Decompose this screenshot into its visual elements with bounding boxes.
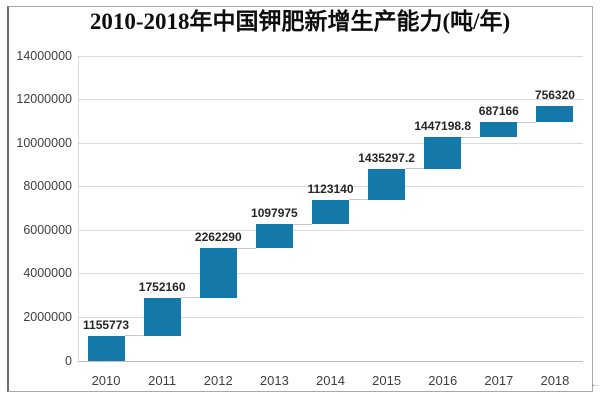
waterfall-connector xyxy=(292,223,312,225)
waterfall-bar xyxy=(424,137,462,169)
bar-value-label: 1097975 xyxy=(251,206,298,221)
waterfall-connector xyxy=(236,247,256,249)
bar-value-label: 2262290 xyxy=(194,230,242,245)
x-axis-tick-label: 2013 xyxy=(259,373,289,388)
y-axis-tick-label: 2000000 xyxy=(23,309,72,324)
x-axis-tick-label: 2016 xyxy=(428,373,458,388)
waterfall-connector xyxy=(517,121,537,123)
y-axis-tick-label: 6000000 xyxy=(23,222,72,237)
waterfall-bar xyxy=(143,297,181,336)
x-axis-tick-label: 2015 xyxy=(372,373,402,388)
y-gridline xyxy=(78,142,583,144)
y-gridline xyxy=(78,55,583,57)
x-axis-tick-label: 2010 xyxy=(91,373,121,388)
y-axis-tick-label: 0 xyxy=(65,353,72,368)
y-gridline xyxy=(78,99,583,101)
waterfall-bar xyxy=(368,168,406,200)
bar-value-label: 1435297.2 xyxy=(358,150,415,165)
waterfall-bar xyxy=(312,199,349,225)
waterfall-bar xyxy=(199,248,237,298)
y-gridline xyxy=(78,273,583,275)
waterfall-connector xyxy=(180,297,200,299)
y-gridline xyxy=(78,316,583,318)
chart-frame xyxy=(7,6,593,392)
x-axis-tick-label: 2012 xyxy=(203,373,233,388)
waterfall-connector xyxy=(349,199,369,201)
waterfall-connector xyxy=(405,168,425,170)
waterfall-bar xyxy=(255,224,293,249)
y-axis-line xyxy=(78,56,79,361)
bar-value-label: 1123140 xyxy=(307,181,354,196)
bar-value-label: 1752160 xyxy=(138,279,186,294)
bar-value-label: 687166 xyxy=(478,104,519,119)
y-gridline xyxy=(78,229,583,231)
y-axis-tick-label: 10000000 xyxy=(16,135,72,150)
waterfall-bar xyxy=(480,122,518,138)
y-gridline xyxy=(78,186,583,188)
y-axis-tick-label: 8000000 xyxy=(23,179,72,194)
chart-title: 2010-2018年中国钾肥新增生产能力(吨/年) xyxy=(89,9,511,34)
bar-value-label: 1155773 xyxy=(83,317,130,332)
waterfall-connector xyxy=(124,335,144,337)
y-axis-tick-label: 14000000 xyxy=(16,48,72,63)
x-axis-tick-label: 2014 xyxy=(316,373,345,388)
y-axis-tick-label: 12000000 xyxy=(16,92,72,107)
x-axis-tick-label: 2011 xyxy=(148,373,177,388)
x-axis-tick-label: 2017 xyxy=(484,373,514,388)
waterfall-bar xyxy=(536,105,574,123)
x-axis-line xyxy=(78,360,583,362)
y-axis-tick-label: 4000000 xyxy=(23,266,72,281)
line-break-mark: ← xyxy=(590,379,600,390)
bar-value-label: 756320 xyxy=(534,87,575,102)
x-axis-tick-label: 2018 xyxy=(540,373,570,388)
waterfall-bar xyxy=(87,335,125,361)
bar-value-label: 1447198.8 xyxy=(414,119,472,134)
waterfall-connector xyxy=(461,136,481,138)
